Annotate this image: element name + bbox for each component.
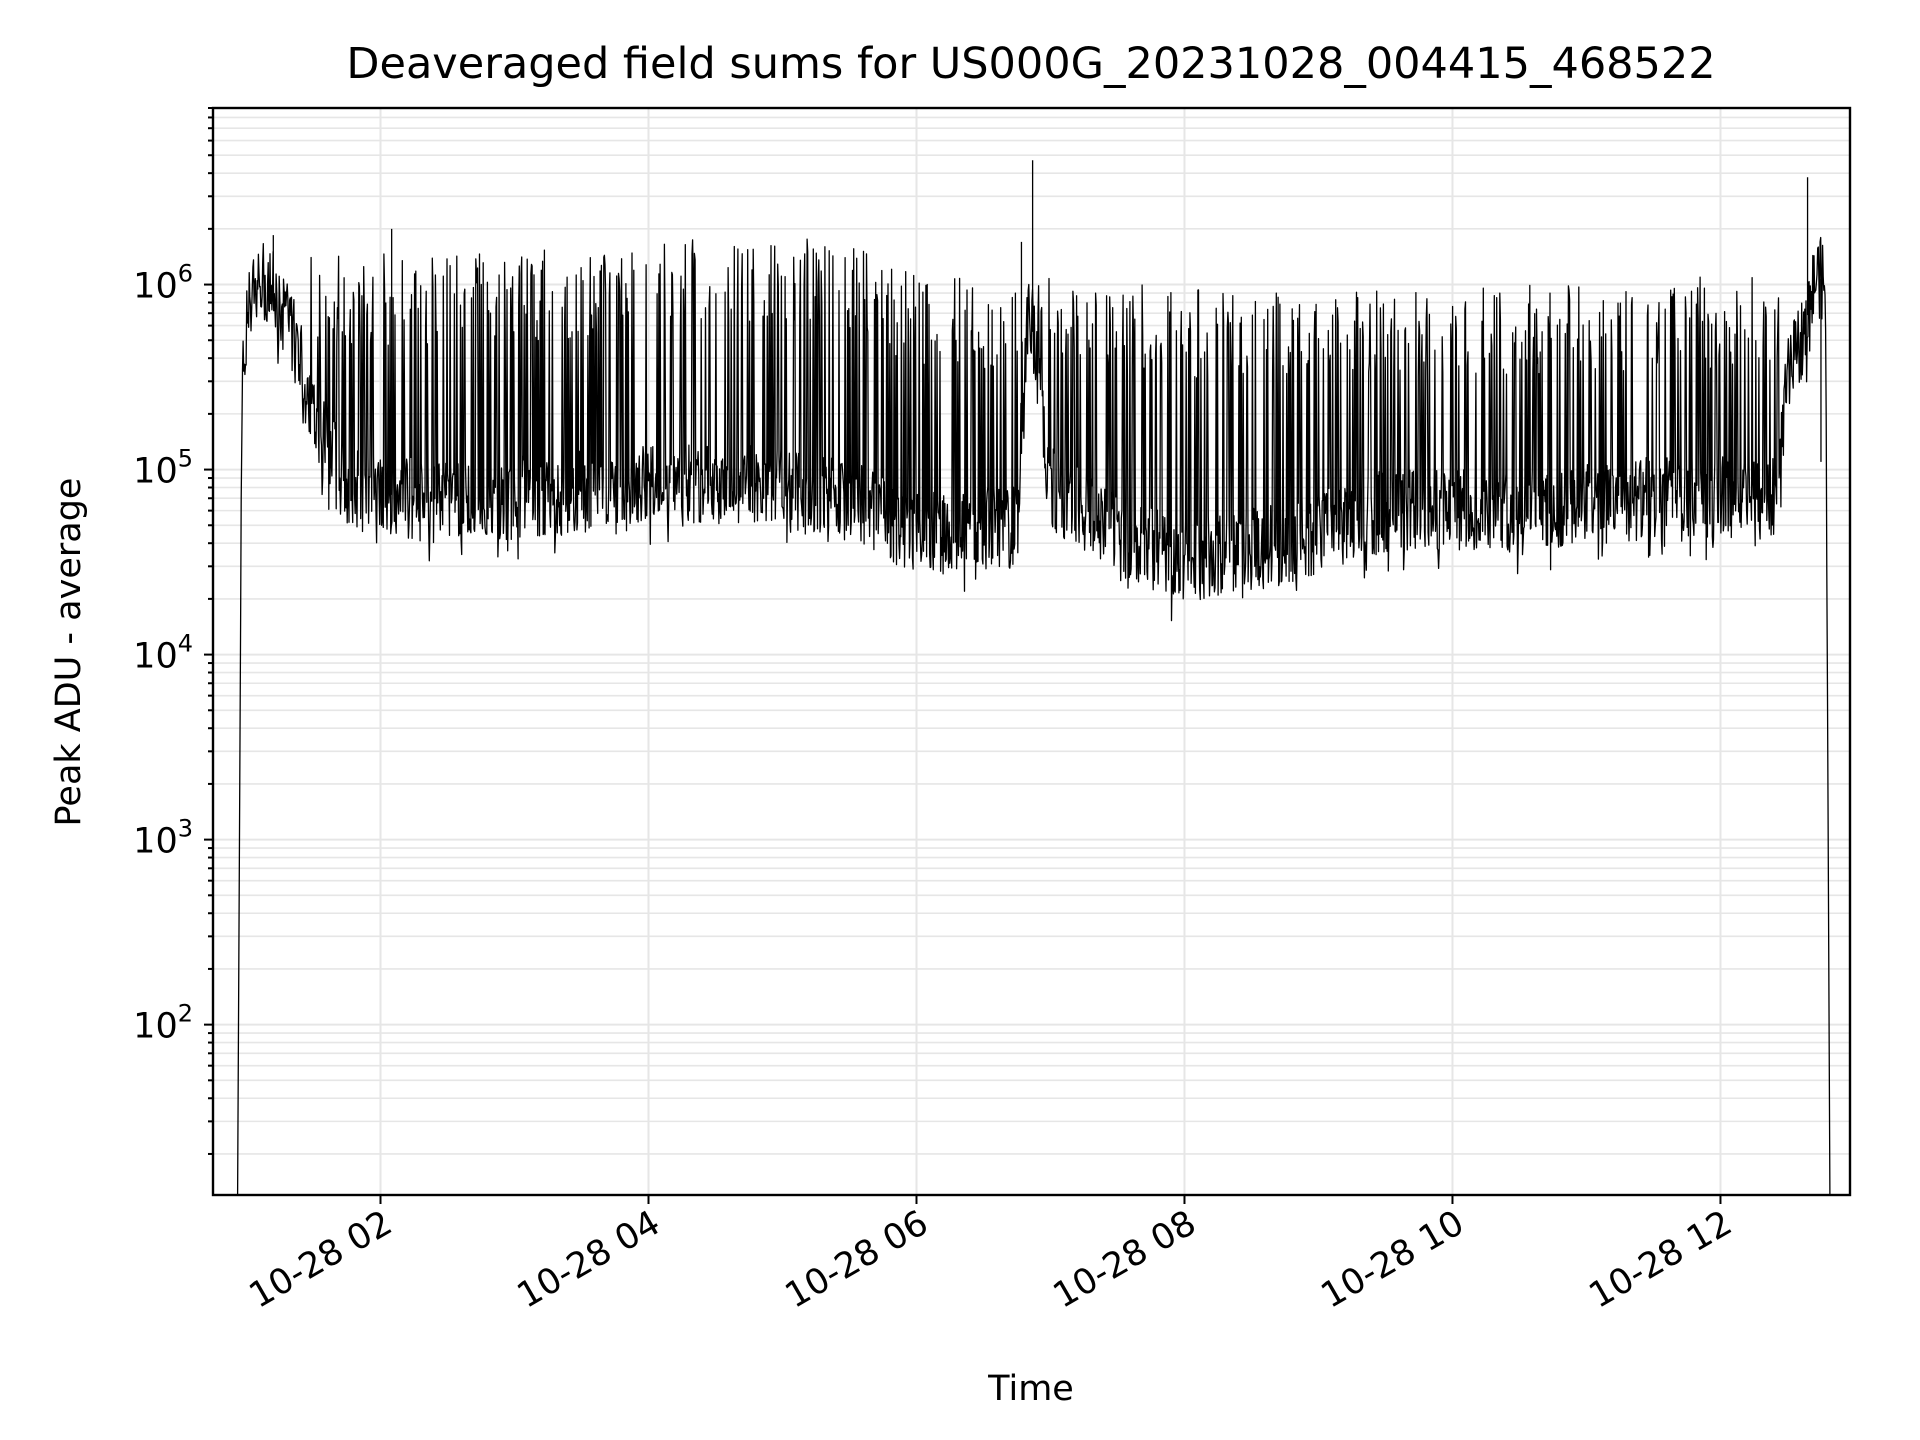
x-tick-label: 10-28 04 [511, 1203, 667, 1316]
x-axis-label: Time [987, 1369, 1074, 1409]
x-tick-label: 10-28 06 [779, 1203, 935, 1316]
y-axis: 102 103 104 105 106 [133, 107, 213, 1155]
y-tick-label: 103 [133, 815, 193, 862]
y-tick-label: 104 [133, 630, 193, 677]
plot-area [236, 160, 1831, 1196]
chart-title: Deaveraged field sums for US000G_2023102… [346, 39, 1715, 89]
x-tick-label: 10-28 10 [1315, 1203, 1471, 1316]
x-axis: 10-28 02 10-28 04 10-28 06 10-28 08 10-28 10… [243, 1195, 1739, 1316]
x-tick-label: 10-28 12 [1583, 1203, 1739, 1316]
series-line [236, 236, 1831, 1196]
x-tick-label: 10-28 08 [1047, 1203, 1203, 1316]
y-axis-label: Peak ADU - average [49, 478, 89, 827]
y-tick-label: 105 [133, 445, 193, 492]
y-tick-label: 106 [133, 260, 193, 307]
y-tick-label: 102 [133, 1000, 193, 1047]
x-tick-label: 10-28 02 [243, 1203, 399, 1316]
plot-frame [211, 106, 1852, 1197]
grid [213, 107, 1850, 1195]
